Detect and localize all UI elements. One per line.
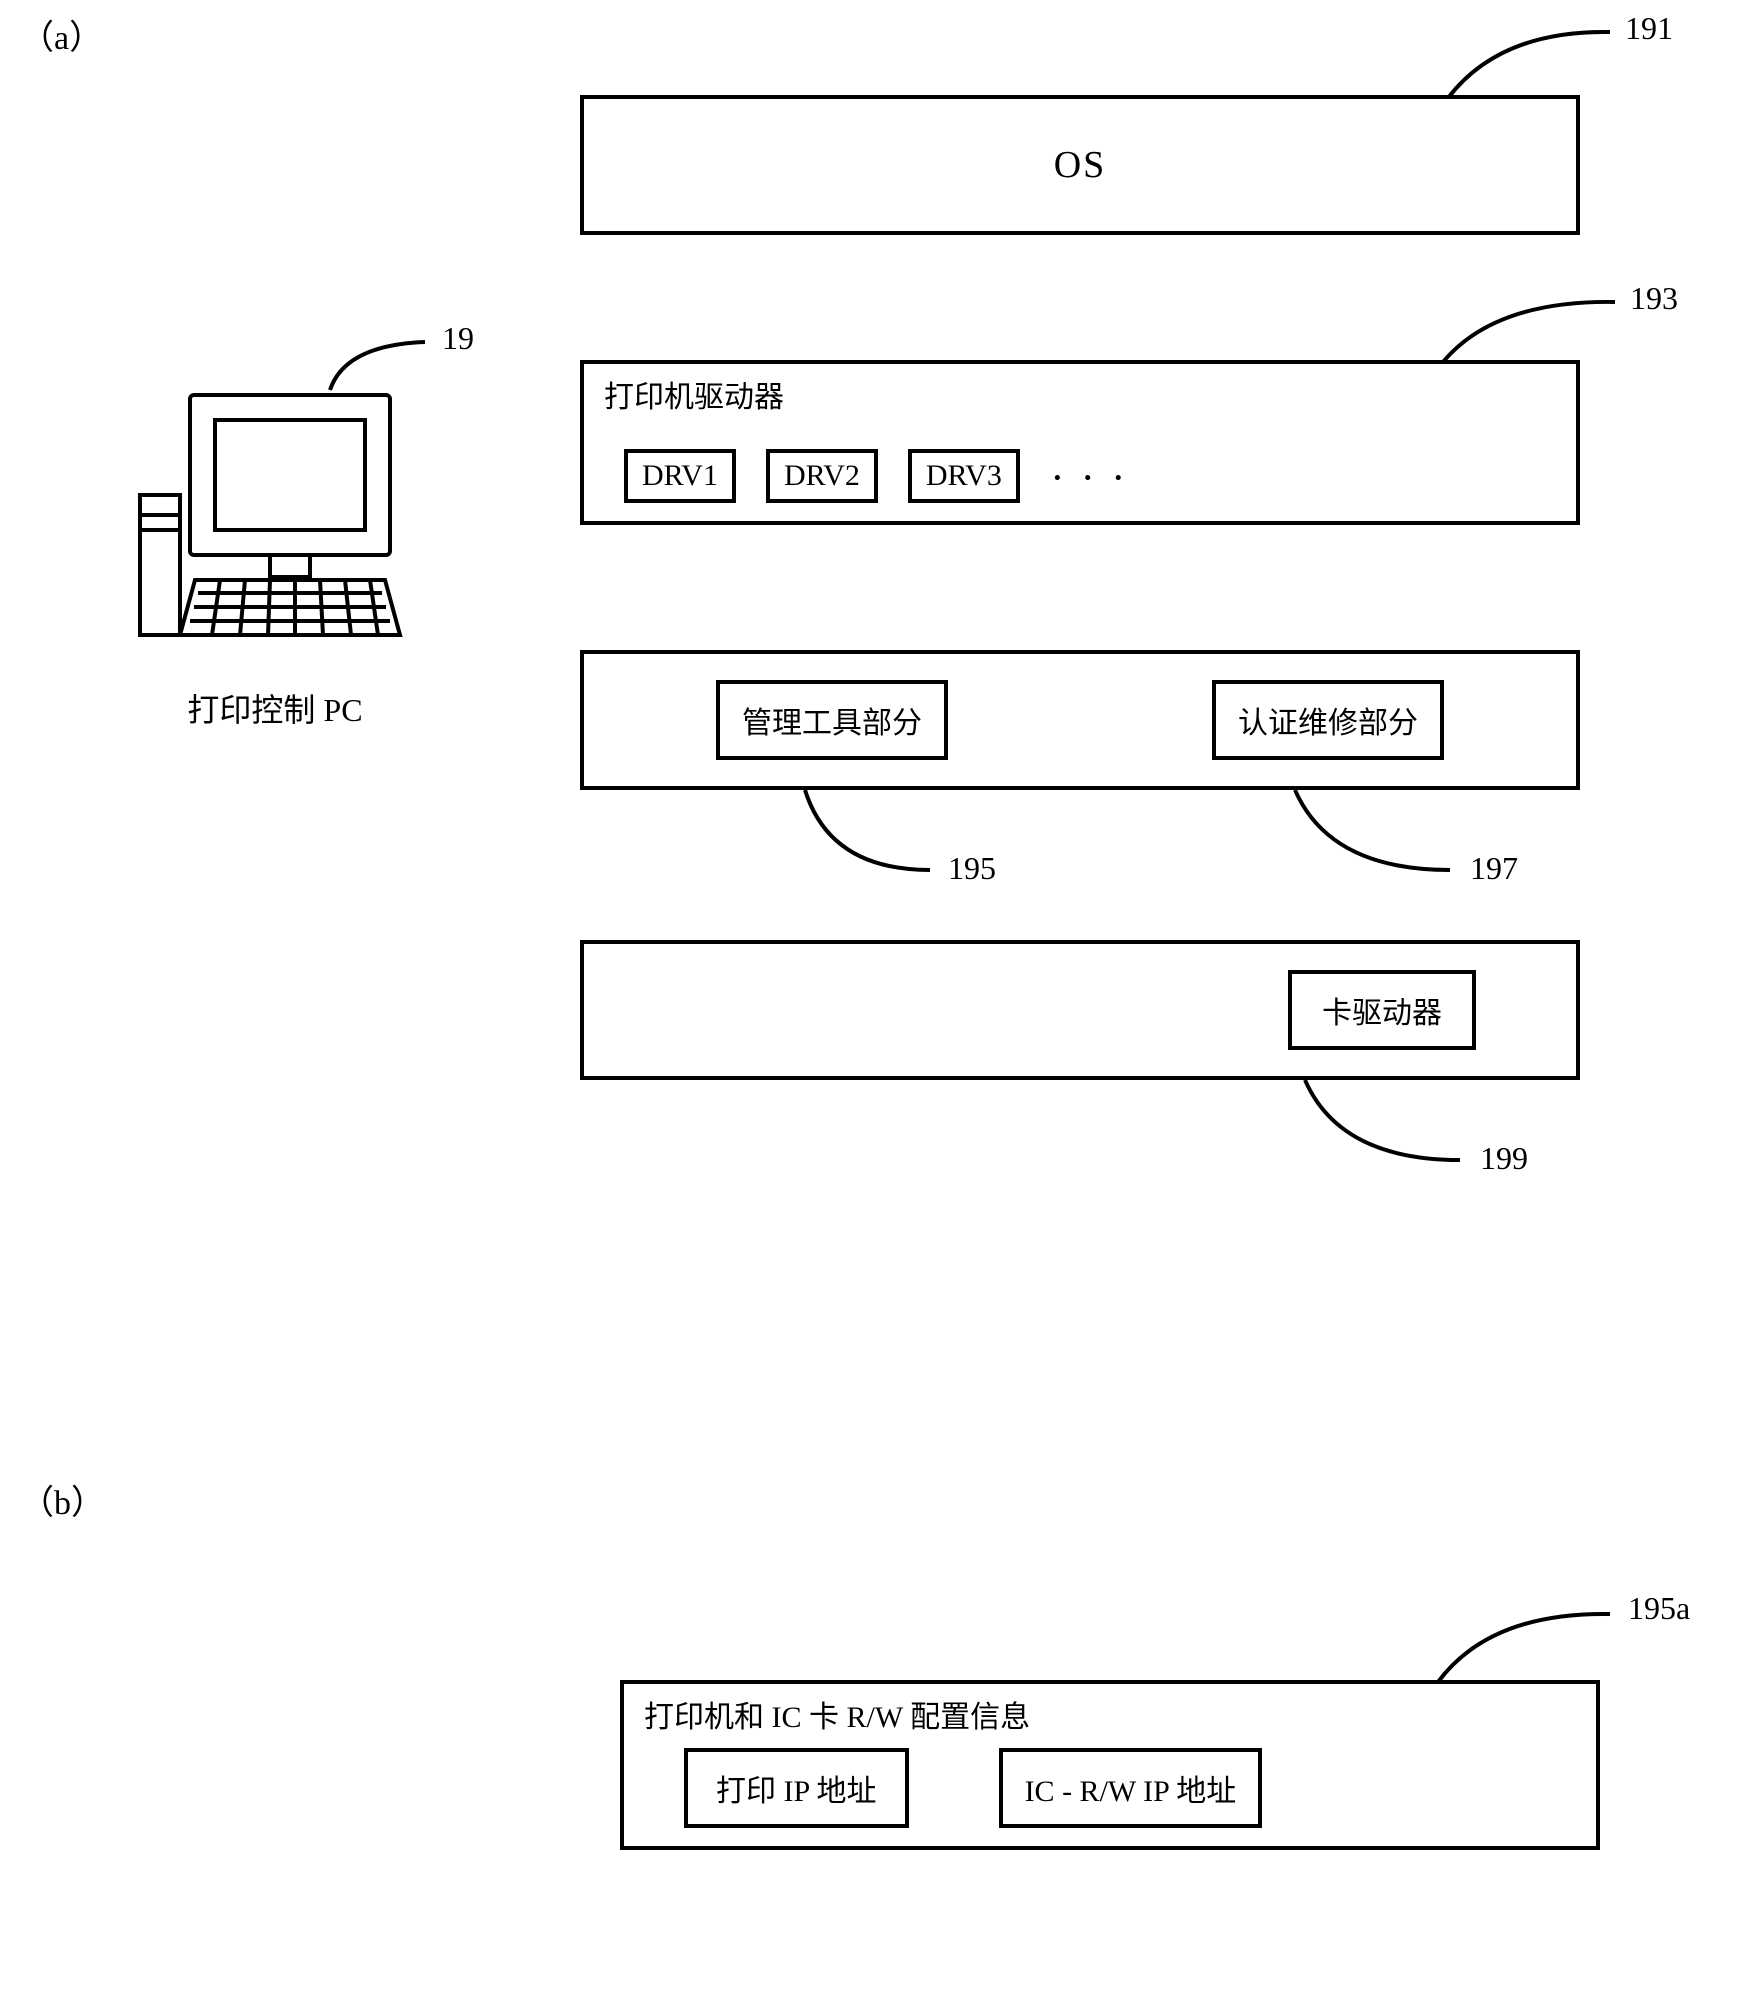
ref-193: 193 xyxy=(1630,280,1678,317)
section-b-label: （b） xyxy=(20,1475,105,1524)
os-text: OS xyxy=(1054,143,1107,187)
ref-19: 19 xyxy=(442,320,474,357)
card-driver: 卡驱动器 xyxy=(1288,970,1476,1050)
printer-driver-title: 打印机驱动器 xyxy=(604,372,784,416)
section-a-label: （a） xyxy=(20,10,103,59)
ref-199: 199 xyxy=(1480,1140,1528,1177)
ref-191: 191 xyxy=(1625,10,1673,47)
drv3: DRV3 xyxy=(908,449,1020,503)
drv1: DRV1 xyxy=(624,449,736,503)
drv-ellipsis: ･ ･ ･ xyxy=(1050,454,1130,498)
mgmt-part: 管理工具部分 xyxy=(716,680,948,760)
printer-driver-box: 打印机驱动器 DRV1 DRV2 DRV3 ･ ･ ･ xyxy=(580,360,1580,525)
card-driver-box: 卡驱动器 xyxy=(580,940,1580,1080)
config-title: 打印机和 IC 卡 R/W 配置信息 xyxy=(644,1692,1030,1736)
config-box: 打印机和 IC 卡 R/W 配置信息 打印 IP 地址 IC - R/W IP … xyxy=(620,1680,1600,1850)
print-ip: 打印 IP 地址 xyxy=(684,1748,909,1828)
drv2: DRV2 xyxy=(766,449,878,503)
pc-icon xyxy=(130,385,420,680)
ref-197: 197 xyxy=(1470,850,1518,887)
auth-part: 认证维修部分 xyxy=(1212,680,1444,760)
ic-rw-ip: IC - R/W IP 地址 xyxy=(999,1748,1263,1828)
mgmt-auth-box: 管理工具部分 认证维修部分 xyxy=(580,650,1580,790)
os-box: OS xyxy=(580,95,1580,235)
ref-195: 195 xyxy=(948,850,996,887)
pc-caption: 打印控制 PC xyxy=(150,685,400,731)
ref-195a: 195a xyxy=(1628,1590,1690,1627)
